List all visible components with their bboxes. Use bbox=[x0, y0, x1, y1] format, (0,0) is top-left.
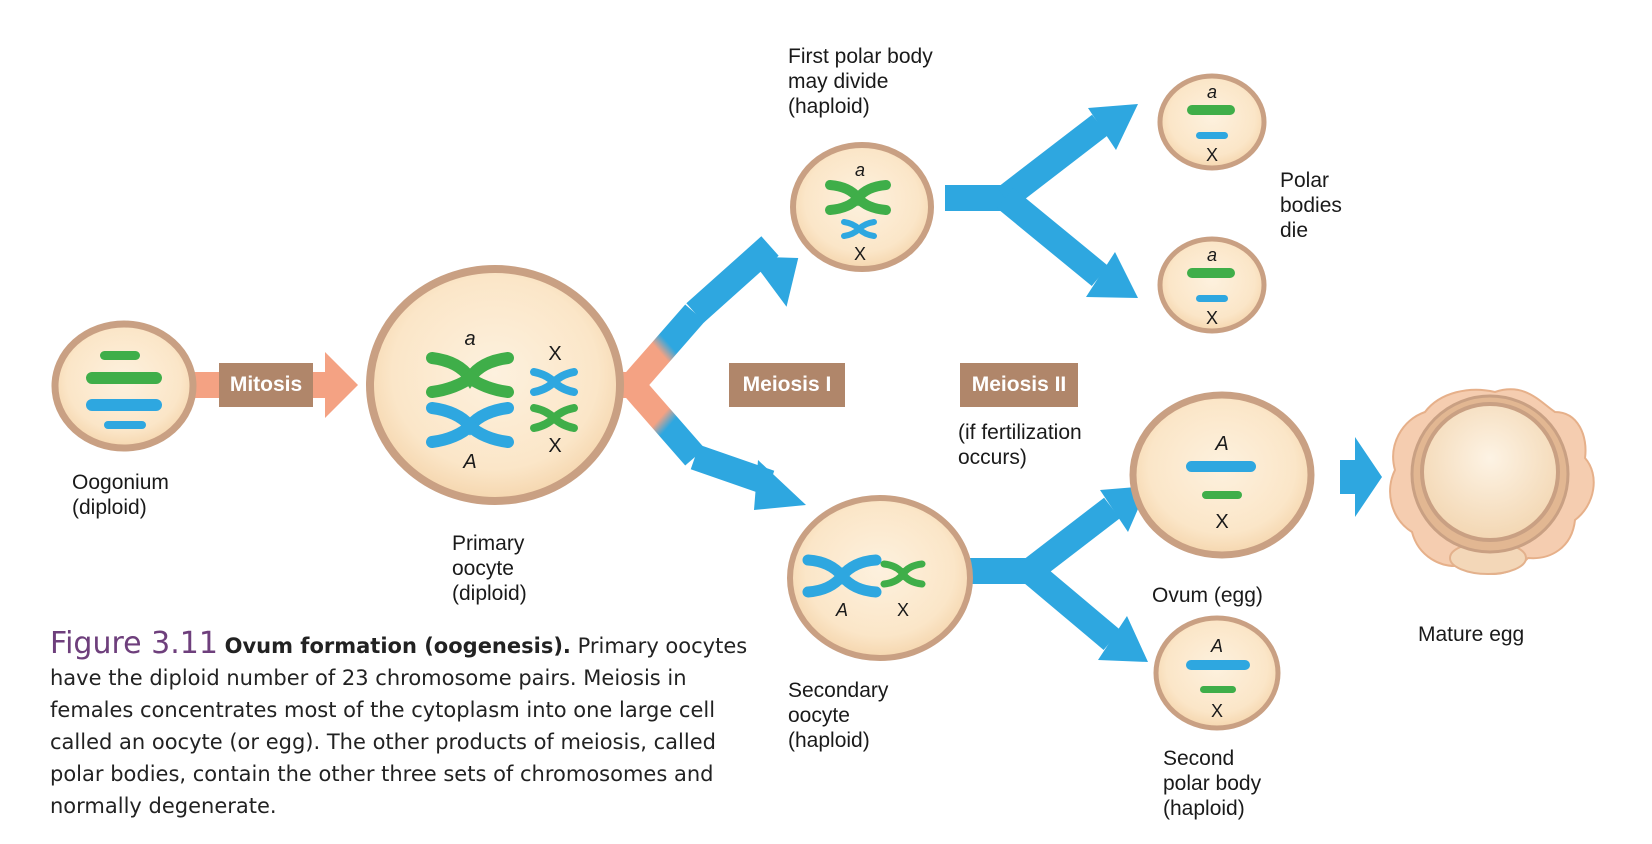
if-fertilization-label: (if fertilization occurs) bbox=[958, 421, 1082, 469]
gene-label-A: A bbox=[835, 600, 848, 620]
primary-oocyte-label: Primary oocyte (diploid) bbox=[452, 532, 527, 605]
green-chromosome-large bbox=[426, 352, 514, 398]
second-polar-body-label: Second polar body (haploid) bbox=[1163, 747, 1262, 820]
maturation-arrow bbox=[1340, 437, 1382, 517]
polar-bodies-die-label: Polar bodies die bbox=[1280, 169, 1342, 242]
gene-label-A: A bbox=[462, 451, 476, 473]
mitosis-label: Mitosis bbox=[219, 363, 313, 407]
blue-chromosome-large bbox=[426, 402, 514, 448]
gene-label-a: a bbox=[1207, 245, 1217, 265]
green-chromosome-small bbox=[530, 404, 578, 432]
oogonium-label: Oogonium (diploid) bbox=[72, 471, 169, 519]
gene-label-X: X bbox=[1215, 511, 1228, 533]
polar-body-cell-top: a X bbox=[1157, 73, 1267, 171]
oogonium-cell bbox=[51, 320, 197, 452]
secondary-oocyte-label: Secondary oocyte (haploid) bbox=[788, 679, 889, 752]
figure-caption: Figure 3.11 Ovum formation (oogenesis). … bbox=[50, 628, 770, 822]
gene-label-X: X bbox=[1206, 308, 1218, 328]
meiosis-1-label: Meiosis I bbox=[729, 363, 845, 407]
gene-label-a: a bbox=[855, 160, 865, 180]
primary-oocyte-cell: a A X X bbox=[366, 265, 624, 505]
gene-label-X: X bbox=[548, 435, 561, 457]
gene-label-A: A bbox=[1214, 433, 1228, 455]
ovum-label: Ovum (egg) bbox=[1152, 584, 1263, 607]
figure-number: Figure 3.11 bbox=[50, 626, 218, 661]
gene-label-A: A bbox=[1210, 636, 1223, 656]
ovum-fork bbox=[970, 486, 1148, 662]
first-polar-body-label: First polar body may divide (haploid) bbox=[788, 45, 933, 118]
figure-title: Ovum formation (oogenesis). bbox=[224, 634, 571, 658]
ovum-cell: A X bbox=[1129, 391, 1315, 559]
gene-label-X: X bbox=[854, 244, 866, 264]
figure-caption-text: Primary oocytes have the diploid number … bbox=[50, 634, 748, 818]
blue-chromosome-small bbox=[530, 368, 578, 396]
first-polar-body-cell: a X bbox=[790, 142, 934, 272]
gene-label-X: X bbox=[548, 343, 561, 365]
meiosis-1-fork bbox=[610, 236, 806, 510]
mature-egg bbox=[1389, 388, 1595, 576]
polar-body-cell-bottom: a X bbox=[1157, 236, 1267, 334]
gene-label-a: a bbox=[464, 328, 475, 350]
secondary-oocyte-cell: A X bbox=[787, 495, 973, 661]
second-polar-body-cell: A X bbox=[1153, 615, 1281, 731]
gene-label-X: X bbox=[1206, 145, 1218, 165]
mature-egg-label: Mature egg bbox=[1418, 623, 1525, 646]
polar-fork bbox=[945, 104, 1138, 298]
gene-label-X: X bbox=[1211, 701, 1223, 721]
gene-label-a: a bbox=[1207, 82, 1217, 102]
gene-label-X: X bbox=[897, 600, 909, 620]
meiosis-2-label: Meiosis II bbox=[960, 363, 1078, 407]
